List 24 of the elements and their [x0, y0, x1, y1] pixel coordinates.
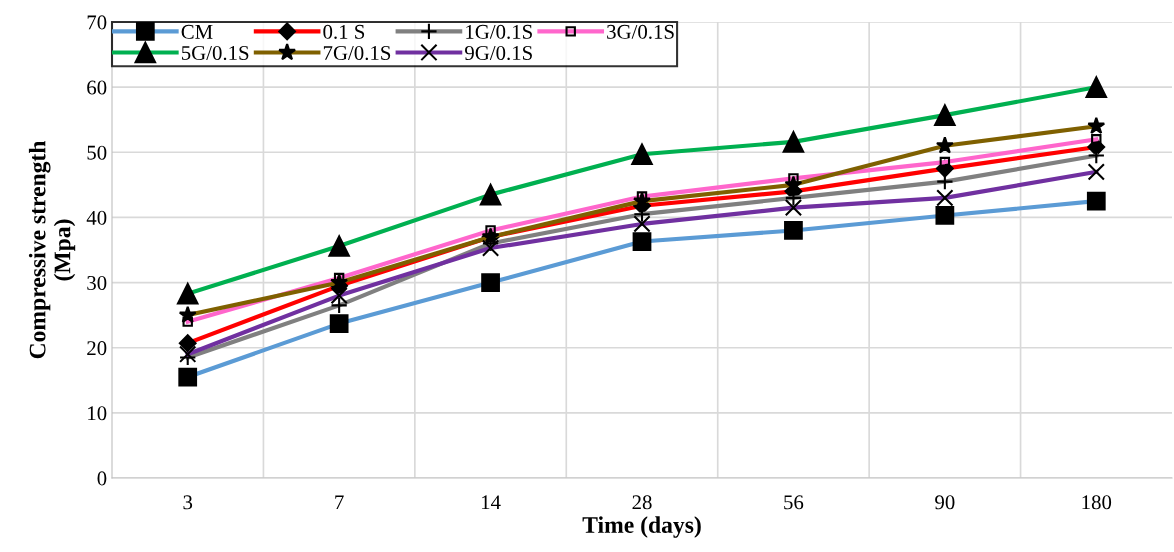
x-tick-label: 7: [335, 495, 344, 510]
y-tick-label: 50: [87, 145, 107, 160]
y-tick-label: 20: [87, 341, 107, 356]
legend-label: 7G/0.1S: [323, 45, 391, 61]
y-tick-label: 70: [87, 15, 107, 30]
y-tick-label: 10: [88, 406, 107, 421]
y-tick-label: 30: [87, 275, 107, 290]
x-tick-label: 28: [632, 495, 652, 510]
legend-label: 0.1 S: [323, 24, 365, 39]
x-tick-label: 14: [481, 495, 501, 510]
legend-label: 9G/0.1S: [465, 45, 532, 61]
x-tick-label: 180: [1082, 495, 1112, 510]
legend-label: 5G/0.1S: [181, 45, 249, 61]
y-tick-label: 40: [86, 210, 107, 225]
y-tick-label: 0: [97, 471, 107, 486]
y-axis-title: Compressive strength (Mpa): [28, 140, 76, 359]
x-tick-label: 3: [183, 495, 193, 510]
x-axis-title: Time (days): [582, 516, 701, 538]
y-tick-label: 60: [87, 80, 107, 95]
legend-label: 3G/0.1S: [607, 24, 674, 39]
legend-label: 1G/0.1S: [466, 24, 532, 39]
x-tick-label: 90: [935, 495, 955, 510]
legend-label: CM: [181, 24, 213, 39]
x-tick-label: 56: [784, 495, 804, 510]
